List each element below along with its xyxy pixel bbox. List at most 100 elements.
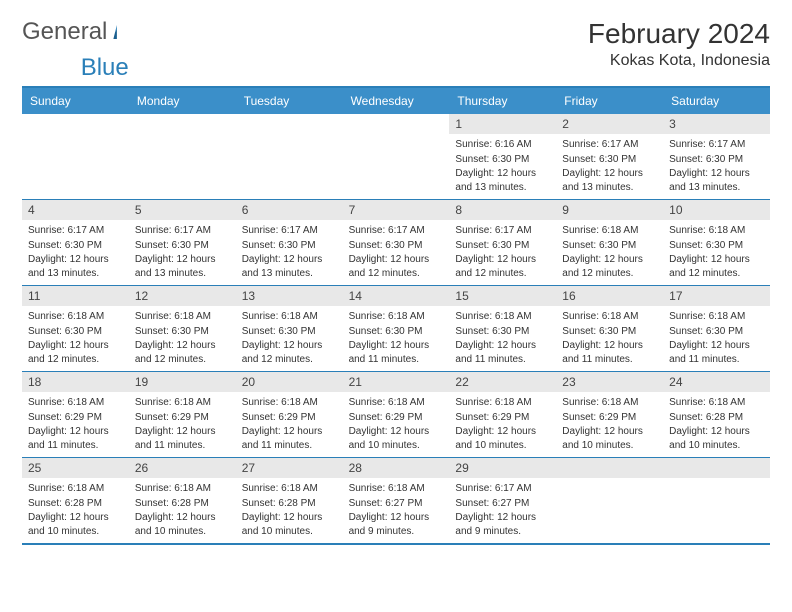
sunset-text: Sunset: 6:30 PM <box>455 153 550 167</box>
sunset-text: Sunset: 6:30 PM <box>562 153 657 167</box>
calendar-cell: 26Sunrise: 6:18 AMSunset: 6:28 PMDayligh… <box>129 458 236 543</box>
daylight-text: Daylight: 12 hours and 12 minutes. <box>242 339 337 366</box>
day-details: Sunrise: 6:18 AMSunset: 6:30 PMDaylight:… <box>129 306 236 371</box>
day-details: Sunrise: 6:18 AMSunset: 6:27 PMDaylight:… <box>343 478 450 543</box>
sunrise-text: Sunrise: 6:17 AM <box>135 224 230 238</box>
day-details: Sunrise: 6:18 AMSunset: 6:30 PMDaylight:… <box>343 306 450 371</box>
sunrise-text: Sunrise: 6:18 AM <box>349 396 444 410</box>
day-number <box>129 114 236 134</box>
month-title: February 2024 <box>588 18 770 50</box>
day-details: Sunrise: 6:18 AMSunset: 6:28 PMDaylight:… <box>236 478 343 543</box>
sunrise-text: Sunrise: 6:18 AM <box>562 396 657 410</box>
sunset-text: Sunset: 6:28 PM <box>669 411 764 425</box>
daylight-text: Daylight: 12 hours and 11 minutes. <box>562 339 657 366</box>
week-row: 18Sunrise: 6:18 AMSunset: 6:29 PMDayligh… <box>22 371 770 457</box>
weekday-header: Wednesday <box>343 88 450 114</box>
calendar: SundayMondayTuesdayWednesdayThursdayFrid… <box>22 86 770 545</box>
sunrise-text: Sunrise: 6:18 AM <box>562 310 657 324</box>
sunset-text: Sunset: 6:30 PM <box>135 325 230 339</box>
logo-triangle-icon <box>113 25 116 39</box>
calendar-cell: 25Sunrise: 6:18 AMSunset: 6:28 PMDayligh… <box>22 458 129 543</box>
calendar-cell: 10Sunrise: 6:18 AMSunset: 6:30 PMDayligh… <box>663 200 770 285</box>
day-details: Sunrise: 6:18 AMSunset: 6:29 PMDaylight:… <box>22 392 129 457</box>
daylight-text: Daylight: 12 hours and 11 minutes. <box>669 339 764 366</box>
sunrise-text: Sunrise: 6:17 AM <box>562 138 657 152</box>
sunset-text: Sunset: 6:30 PM <box>562 325 657 339</box>
day-number: 9 <box>556 200 663 220</box>
daylight-text: Daylight: 12 hours and 13 minutes. <box>242 253 337 280</box>
daylight-text: Daylight: 12 hours and 11 minutes. <box>349 339 444 366</box>
calendar-cell: 16Sunrise: 6:18 AMSunset: 6:30 PMDayligh… <box>556 286 663 371</box>
day-number <box>343 114 450 134</box>
calendar-cell <box>236 114 343 199</box>
day-number <box>236 114 343 134</box>
daylight-text: Daylight: 12 hours and 10 minutes. <box>669 425 764 452</box>
sunrise-text: Sunrise: 6:17 AM <box>455 482 550 496</box>
day-number: 18 <box>22 372 129 392</box>
sunrise-text: Sunrise: 6:17 AM <box>349 224 444 238</box>
sunrise-text: Sunrise: 6:18 AM <box>28 482 123 496</box>
calendar-cell: 27Sunrise: 6:18 AMSunset: 6:28 PMDayligh… <box>236 458 343 543</box>
sunset-text: Sunset: 6:30 PM <box>669 153 764 167</box>
day-details: Sunrise: 6:18 AMSunset: 6:30 PMDaylight:… <box>663 306 770 371</box>
daylight-text: Daylight: 12 hours and 12 minutes. <box>28 339 123 366</box>
day-number <box>663 458 770 478</box>
logo: General <box>22 18 139 46</box>
day-details: Sunrise: 6:18 AMSunset: 6:30 PMDaylight:… <box>449 306 556 371</box>
day-details: Sunrise: 6:18 AMSunset: 6:29 PMDaylight:… <box>449 392 556 457</box>
sunset-text: Sunset: 6:27 PM <box>349 497 444 511</box>
sunset-text: Sunset: 6:28 PM <box>28 497 123 511</box>
calendar-cell: 5Sunrise: 6:17 AMSunset: 6:30 PMDaylight… <box>129 200 236 285</box>
daylight-text: Daylight: 12 hours and 12 minutes. <box>349 253 444 280</box>
day-number <box>22 114 129 134</box>
daylight-text: Daylight: 12 hours and 9 minutes. <box>455 511 550 538</box>
sunrise-text: Sunrise: 6:18 AM <box>562 224 657 238</box>
calendar-cell: 7Sunrise: 6:17 AMSunset: 6:30 PMDaylight… <box>343 200 450 285</box>
daylight-text: Daylight: 12 hours and 11 minutes. <box>28 425 123 452</box>
sunrise-text: Sunrise: 6:18 AM <box>349 482 444 496</box>
day-number: 8 <box>449 200 556 220</box>
daylight-text: Daylight: 12 hours and 12 minutes. <box>135 339 230 366</box>
daylight-text: Daylight: 12 hours and 13 minutes. <box>669 167 764 194</box>
calendar-cell: 18Sunrise: 6:18 AMSunset: 6:29 PMDayligh… <box>22 372 129 457</box>
sunset-text: Sunset: 6:30 PM <box>28 325 123 339</box>
calendar-cell: 17Sunrise: 6:18 AMSunset: 6:30 PMDayligh… <box>663 286 770 371</box>
sunset-text: Sunset: 6:30 PM <box>562 239 657 253</box>
calendar-cell: 3Sunrise: 6:17 AMSunset: 6:30 PMDaylight… <box>663 114 770 199</box>
calendar-cell: 20Sunrise: 6:18 AMSunset: 6:29 PMDayligh… <box>236 372 343 457</box>
day-number: 13 <box>236 286 343 306</box>
sunset-text: Sunset: 6:28 PM <box>242 497 337 511</box>
day-details: Sunrise: 6:18 AMSunset: 6:30 PMDaylight:… <box>663 220 770 285</box>
weekday-header: Tuesday <box>236 88 343 114</box>
weekday-header: Monday <box>129 88 236 114</box>
logo-text-1: General <box>22 18 107 46</box>
calendar-cell: 24Sunrise: 6:18 AMSunset: 6:28 PMDayligh… <box>663 372 770 457</box>
weekday-header-row: SundayMondayTuesdayWednesdayThursdayFrid… <box>22 88 770 114</box>
daylight-text: Daylight: 12 hours and 10 minutes. <box>562 425 657 452</box>
daylight-text: Daylight: 12 hours and 13 minutes. <box>135 253 230 280</box>
calendar-cell: 29 Sunrise: 6:17 AMSunset: 6:27 PMDayligh… <box>449 458 556 543</box>
sunset-text: Sunset: 6:30 PM <box>349 325 444 339</box>
weekday-header: Sunday <box>22 88 129 114</box>
calendar-cell: 21Sunrise: 6:18 AMSunset: 6:29 PMDayligh… <box>343 372 450 457</box>
sunrise-text: Sunrise: 6:18 AM <box>28 310 123 324</box>
day-number: 29 <box>449 458 556 478</box>
day-number: 21 <box>343 372 450 392</box>
sunset-text: Sunset: 6:29 PM <box>455 411 550 425</box>
day-details: Sunrise: 6:18 AMSunset: 6:30 PMDaylight:… <box>556 220 663 285</box>
sunset-text: Sunset: 6:30 PM <box>455 325 550 339</box>
sunrise-text: Sunrise: 6:18 AM <box>669 310 764 324</box>
calendar-cell: 13Sunrise: 6:18 AMSunset: 6:30 PMDayligh… <box>236 286 343 371</box>
sunrise-text: Sunrise: 6:18 AM <box>669 224 764 238</box>
sunrise-text: Sunrise: 6:17 AM <box>242 224 337 238</box>
day-number: 10 <box>663 200 770 220</box>
day-number: 4 <box>22 200 129 220</box>
sunrise-text: Sunrise: 6:16 AM <box>455 138 550 152</box>
sunset-text: Sunset: 6:29 PM <box>562 411 657 425</box>
sunset-text: Sunset: 6:27 PM <box>455 497 550 511</box>
sunset-text: Sunset: 6:30 PM <box>135 239 230 253</box>
calendar-cell: 6Sunrise: 6:17 AMSunset: 6:30 PMDaylight… <box>236 200 343 285</box>
daylight-text: Daylight: 12 hours and 13 minutes. <box>455 167 550 194</box>
weekday-header: Saturday <box>663 88 770 114</box>
day-number: 15 <box>449 286 556 306</box>
